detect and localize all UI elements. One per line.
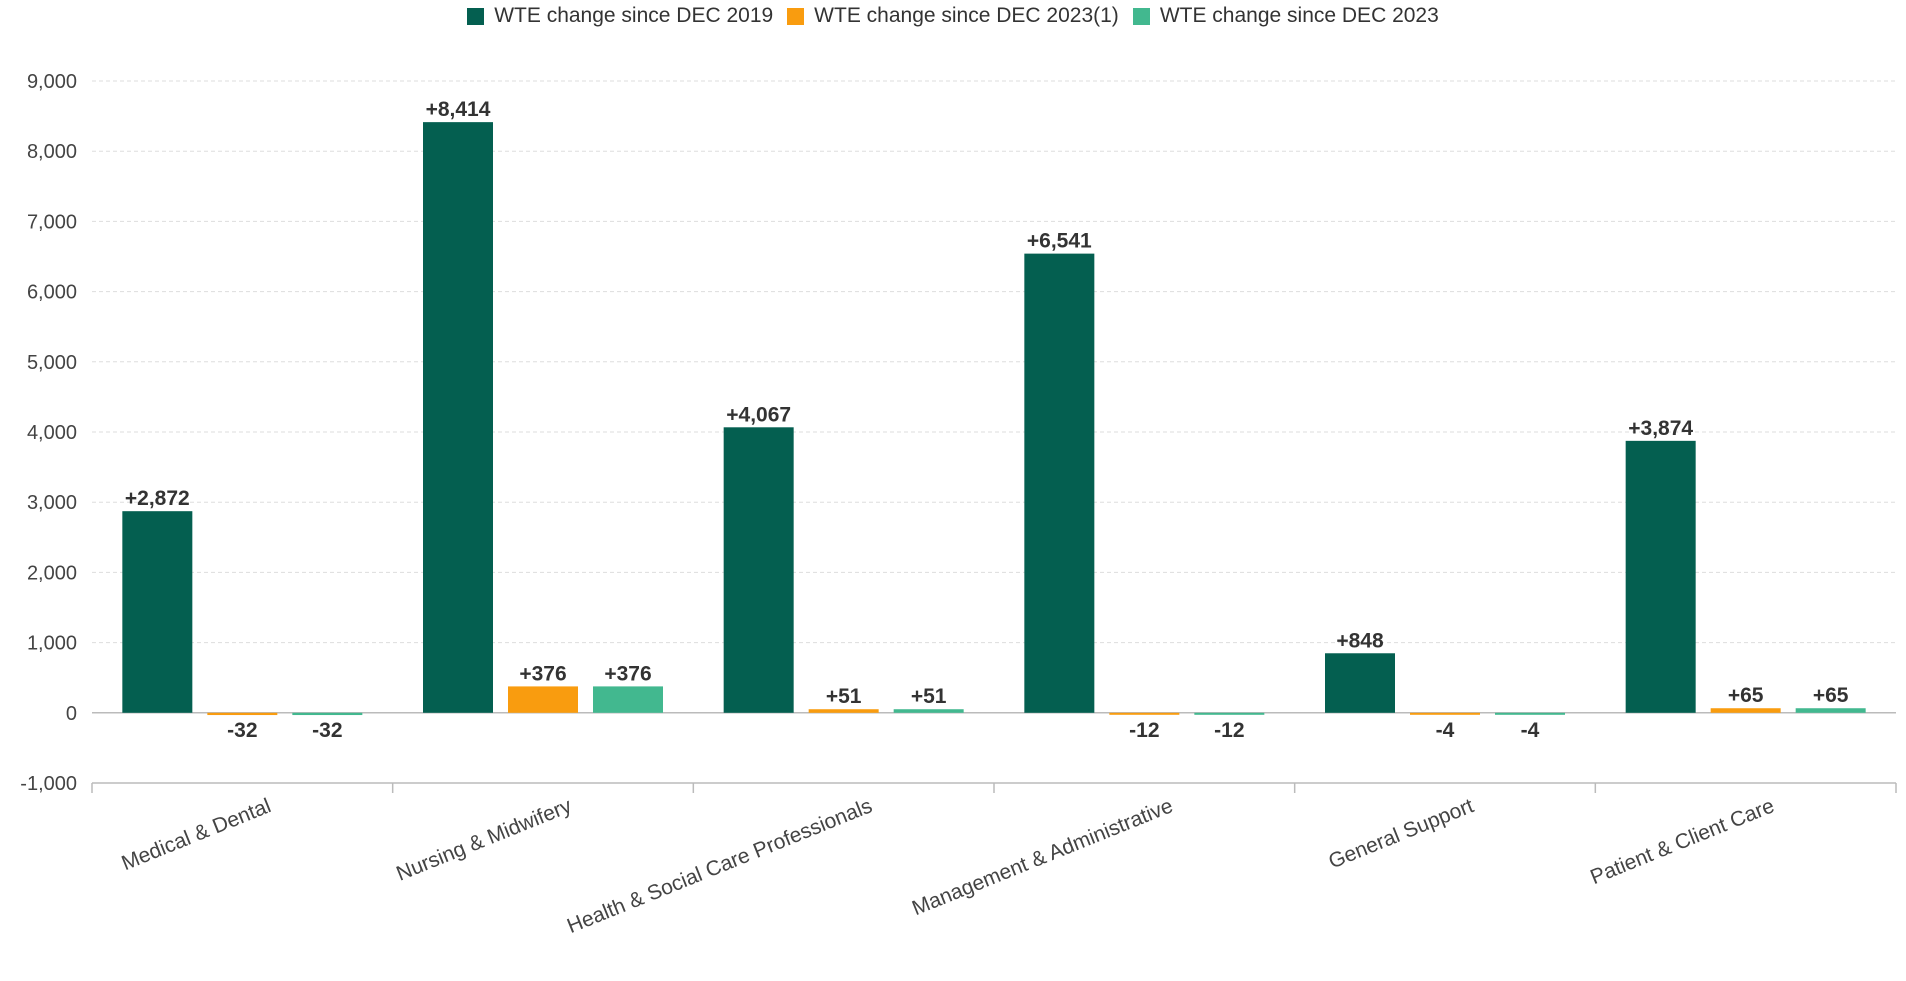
x-category-label: Patient & Client Care	[1587, 794, 1777, 889]
data-label: +51	[911, 685, 947, 708]
bar[interactable]	[893, 709, 964, 713]
bar[interactable]	[508, 686, 578, 713]
data-label: -12	[1129, 719, 1159, 742]
data-label: -4	[1436, 719, 1455, 742]
x-category-label: General Support	[1325, 794, 1477, 873]
bar[interactable]	[1795, 708, 1866, 713]
bars	[122, 122, 1866, 716]
bar[interactable]	[1495, 712, 1565, 715]
y-tick-label: 5,000	[27, 352, 77, 374]
y-tick-label: 9,000	[27, 71, 77, 93]
legend-item[interactable]: WTE change since DEC 2023(1)	[787, 4, 1119, 28]
bar[interactable]	[1109, 712, 1180, 715]
y-tick-label: 6,000	[27, 282, 77, 304]
data-label: -32	[227, 719, 257, 742]
y-tick-label: 3,000	[27, 492, 77, 514]
grid-lines	[92, 80, 1896, 644]
data-label: +376	[519, 662, 566, 685]
legend-swatch	[787, 7, 805, 25]
data-label: -32	[312, 719, 342, 742]
axes: -1,000 0 1,000 2,000 3,000 4,000 5,000 6,000 7,0…	[20, 71, 1897, 938]
data-label: +848	[1336, 629, 1384, 652]
bar[interactable]	[1410, 712, 1480, 715]
bar[interactable]	[122, 511, 193, 713]
legend-swatch	[467, 7, 485, 25]
bar[interactable]	[593, 686, 663, 713]
bar[interactable]	[1194, 712, 1265, 715]
data-label: +4,067	[726, 403, 791, 426]
data-label: +2,872	[125, 487, 190, 510]
legend-item[interactable]: WTE change since DEC 2019	[467, 4, 773, 28]
y-tick-label: -1,000	[20, 773, 77, 795]
x-category-label: Medical & Dental	[118, 794, 274, 875]
legend: WTE change since DEC 2019 WTE change sinc…	[0, 4, 1906, 28]
data-label: +51	[826, 685, 862, 708]
y-tick-label: 4,000	[27, 422, 77, 444]
legend-swatch	[1132, 7, 1150, 25]
legend-label: WTE change since DEC 2023(1)	[814, 4, 1119, 27]
data-label: +6,541	[1027, 230, 1092, 253]
bar[interactable]	[1325, 653, 1395, 713]
x-category-label: Nursing & Midwifery	[393, 794, 575, 885]
data-label: +8,414	[426, 98, 491, 121]
data-labels: +2,872 -32 -32 +8,414 +376 +376 +4,067 +51 +51 +6…	[125, 98, 1849, 742]
y-tick-label: 7,000	[27, 211, 77, 233]
data-label: +65	[1813, 684, 1849, 707]
data-label: +376	[604, 662, 651, 685]
bar[interactable]	[723, 427, 794, 713]
bar[interactable]	[808, 709, 879, 713]
data-label: +3,874	[1628, 417, 1693, 440]
legend-item[interactable]: WTE change since DEC 2023	[1132, 4, 1439, 28]
data-label: -12	[1214, 719, 1244, 742]
data-label: -4	[1521, 719, 1540, 742]
y-tick-label: 0	[66, 703, 77, 725]
x-category-label: Management & Administrative	[909, 794, 1176, 920]
bar[interactable]	[207, 712, 278, 716]
legend-label: WTE change since DEC 2023	[1159, 4, 1439, 27]
y-tick-label: 2,000	[27, 562, 77, 584]
legend-label: WTE change since DEC 2019	[494, 4, 774, 27]
x-category-label: Health & Social Care Professionals	[564, 794, 876, 938]
y-tick-label: 1,000	[27, 633, 77, 655]
data-label: +65	[1728, 684, 1764, 707]
bar[interactable]	[423, 122, 493, 713]
bar[interactable]	[1024, 253, 1095, 713]
y-tick-label: 8,000	[27, 141, 77, 163]
bar[interactable]	[1710, 708, 1781, 713]
bar[interactable]	[292, 712, 363, 716]
bar[interactable]	[1625, 440, 1696, 713]
